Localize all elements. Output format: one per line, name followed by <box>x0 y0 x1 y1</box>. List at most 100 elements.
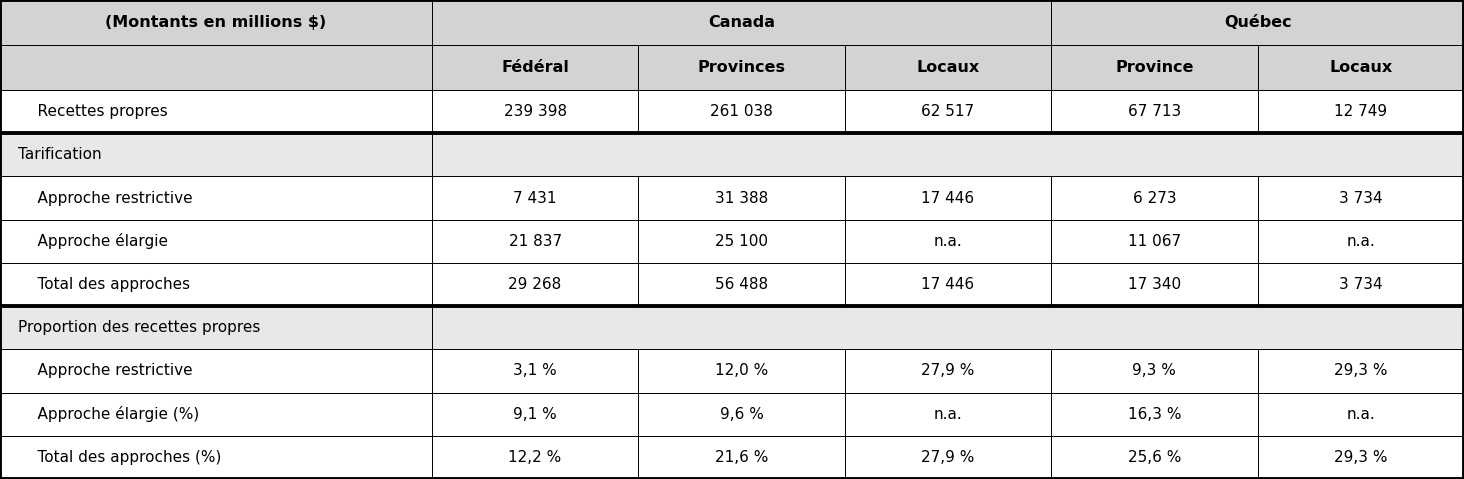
Bar <box>0 220 432 263</box>
Text: (Montants en millions $): (Montants en millions $) <box>105 15 326 30</box>
Text: Tarification: Tarification <box>18 148 101 162</box>
Text: 3 734: 3 734 <box>1340 277 1382 292</box>
Text: Approche élargie: Approche élargie <box>18 233 167 249</box>
Bar <box>432 393 638 436</box>
Text: 9,1 %: 9,1 % <box>514 407 556 422</box>
Text: 25 100: 25 100 <box>714 234 769 249</box>
Text: 21 837: 21 837 <box>508 234 562 249</box>
Bar <box>845 436 1051 479</box>
Bar <box>638 393 845 436</box>
Text: Fédéral: Fédéral <box>501 60 569 75</box>
Text: 67 713: 67 713 <box>1127 104 1181 119</box>
Text: 17 446: 17 446 <box>921 277 975 292</box>
Text: 16,3 %: 16,3 % <box>1127 407 1181 422</box>
Bar <box>432 90 638 133</box>
Bar <box>1258 45 1464 90</box>
Text: n.a.: n.a. <box>1347 407 1375 422</box>
Bar <box>432 263 638 306</box>
Bar <box>1051 45 1258 90</box>
Bar <box>432 133 1464 176</box>
Text: 11 067: 11 067 <box>1127 234 1181 249</box>
Text: Provinces: Provinces <box>697 60 786 75</box>
Text: 21,6 %: 21,6 % <box>714 450 769 465</box>
Text: 7 431: 7 431 <box>514 191 556 205</box>
Text: 56 488: 56 488 <box>714 277 769 292</box>
Text: 62 517: 62 517 <box>921 104 975 119</box>
Bar <box>0 45 432 90</box>
Text: 12,0 %: 12,0 % <box>714 364 769 378</box>
Bar <box>0 436 432 479</box>
Bar <box>1258 176 1464 220</box>
Bar <box>1051 90 1258 133</box>
Bar <box>0 0 432 45</box>
Text: 12,2 %: 12,2 % <box>508 450 562 465</box>
Bar <box>638 436 845 479</box>
Bar <box>0 393 432 436</box>
Text: 6 273: 6 273 <box>1133 191 1176 205</box>
Bar <box>432 436 638 479</box>
Bar <box>432 176 638 220</box>
Text: 27,9 %: 27,9 % <box>921 450 975 465</box>
Text: 29,3 %: 29,3 % <box>1334 450 1388 465</box>
Text: 17 340: 17 340 <box>1127 277 1181 292</box>
Bar <box>845 45 1051 90</box>
Bar <box>0 90 432 133</box>
Bar <box>432 45 638 90</box>
Text: 29 268: 29 268 <box>508 277 562 292</box>
Bar <box>845 90 1051 133</box>
Bar <box>1258 220 1464 263</box>
Text: 3,1 %: 3,1 % <box>514 364 556 378</box>
Bar <box>845 220 1051 263</box>
Text: n.a.: n.a. <box>934 234 962 249</box>
Bar <box>845 393 1051 436</box>
Bar <box>1051 393 1258 436</box>
Text: 25,6 %: 25,6 % <box>1127 450 1181 465</box>
Bar <box>638 349 845 393</box>
Bar <box>638 263 845 306</box>
Text: 9,3 %: 9,3 % <box>1133 364 1176 378</box>
Bar <box>432 0 1051 45</box>
Text: Québec: Québec <box>1224 15 1291 30</box>
Bar <box>638 176 845 220</box>
Text: Approche élargie (%): Approche élargie (%) <box>18 406 199 422</box>
Text: Total des approches (%): Total des approches (%) <box>18 450 221 465</box>
Bar <box>1258 263 1464 306</box>
Text: 31 388: 31 388 <box>714 191 769 205</box>
Text: 239 398: 239 398 <box>504 104 567 119</box>
Bar <box>432 306 1464 349</box>
Text: Canada: Canada <box>709 15 774 30</box>
Bar <box>638 45 845 90</box>
Bar <box>638 220 845 263</box>
Bar <box>0 133 432 176</box>
Text: n.a.: n.a. <box>934 407 962 422</box>
Bar <box>1051 0 1464 45</box>
Text: Approche restrictive: Approche restrictive <box>18 191 192 205</box>
Bar <box>845 176 1051 220</box>
Bar <box>1051 263 1258 306</box>
Text: Proportion des recettes propres: Proportion des recettes propres <box>18 320 261 335</box>
Bar <box>1051 349 1258 393</box>
Text: Province: Province <box>1116 60 1193 75</box>
Bar <box>845 349 1051 393</box>
Text: Approche restrictive: Approche restrictive <box>18 364 192 378</box>
Bar <box>845 263 1051 306</box>
Text: 27,9 %: 27,9 % <box>921 364 975 378</box>
Bar <box>0 306 432 349</box>
Text: 3 734: 3 734 <box>1340 191 1382 205</box>
Bar <box>432 220 638 263</box>
Bar <box>1051 220 1258 263</box>
Text: Locaux: Locaux <box>916 60 979 75</box>
Text: Total des approches: Total des approches <box>18 277 190 292</box>
Text: 12 749: 12 749 <box>1334 104 1388 119</box>
Bar <box>1051 176 1258 220</box>
Bar <box>1258 436 1464 479</box>
Text: Recettes propres: Recettes propres <box>18 104 167 119</box>
Text: Locaux: Locaux <box>1329 60 1392 75</box>
Bar <box>1258 349 1464 393</box>
Bar <box>0 176 432 220</box>
Text: 17 446: 17 446 <box>921 191 975 205</box>
Bar <box>0 349 432 393</box>
Bar <box>0 263 432 306</box>
Bar <box>1051 436 1258 479</box>
Text: 261 038: 261 038 <box>710 104 773 119</box>
